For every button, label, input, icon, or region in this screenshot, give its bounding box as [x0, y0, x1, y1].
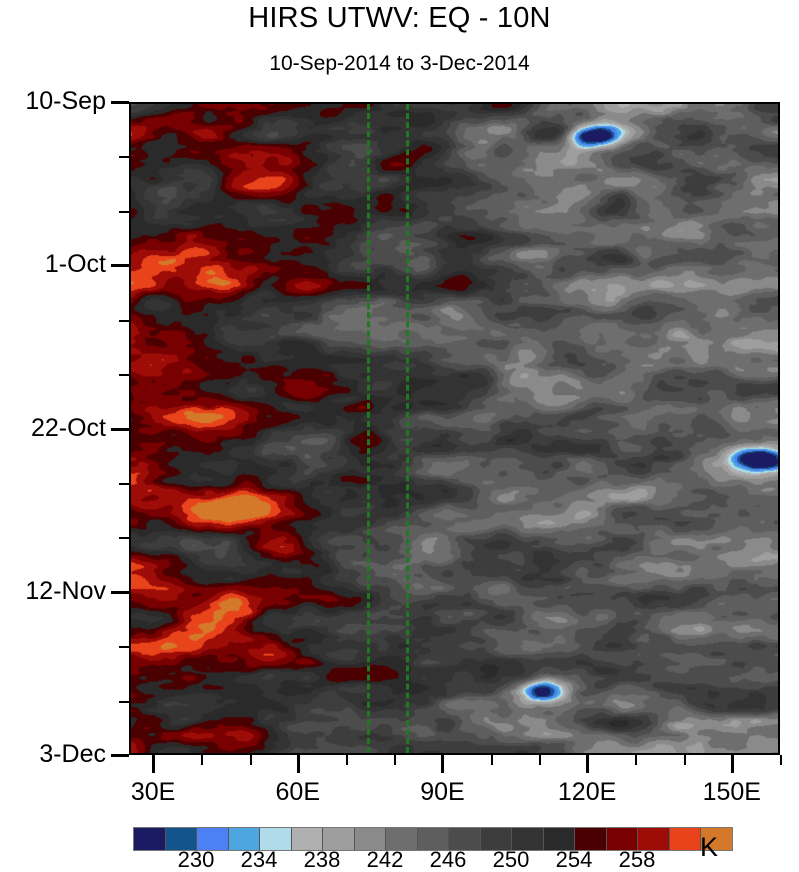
x-tick-major [296, 755, 300, 773]
colorbar-swatch [480, 828, 512, 850]
x-axis-label: 60E [275, 778, 320, 806]
y-tick-minor [119, 700, 129, 703]
colorbar-tick-label: 242 [366, 847, 404, 872]
y-tick-minor [119, 374, 129, 377]
y-tick-minor [119, 537, 129, 540]
x-tick-minor [683, 755, 686, 765]
colorbar-tick-label: 234 [240, 847, 278, 872]
x-axis-label: 150E [702, 778, 761, 806]
colorbar-swatch [165, 828, 197, 850]
x-tick-major [586, 755, 590, 773]
x-tick-major [441, 755, 445, 773]
colorbar-unit-label: K [700, 832, 719, 862]
page-title: HIRS UTWV: EQ - 10N [248, 2, 551, 34]
colorbar-tick-label: 238 [303, 847, 341, 872]
x-tick-minor [538, 755, 541, 765]
y-axis-label: 1-Oct [44, 250, 106, 279]
colorbar-swatch [701, 828, 732, 850]
y-tick-minor [119, 646, 129, 649]
colorbar-tick-label: 230 [177, 847, 215, 872]
y-tick-minor [119, 156, 129, 159]
page-subtitle: 10-Sep-2014 to 3-Dec-2014 [269, 52, 530, 75]
colorbar-swatch [228, 828, 260, 850]
colorbar-swatch [575, 828, 607, 850]
colorbar-swatch [386, 828, 418, 850]
x-tick-minor [201, 755, 204, 765]
x-axis-label: 120E [557, 778, 617, 806]
colorbar-swatch [669, 828, 701, 850]
x-tick-minor [346, 755, 348, 765]
colorbar-swatch [323, 828, 355, 850]
x-tick-major [730, 755, 734, 773]
x-tick-major [152, 755, 156, 773]
y-tick-major [111, 754, 129, 757]
colorbar-swatch [354, 828, 386, 850]
colorbar-swatch [134, 828, 166, 850]
colorbar-swatch [512, 828, 544, 850]
y-axis-label: 3-Dec [39, 740, 106, 768]
y-tick-major [111, 427, 129, 431]
x-tick-minor [780, 755, 782, 765]
colorbar-swatch [417, 828, 449, 850]
colorbar-tick-label: 250 [492, 847, 530, 872]
annotation-vline-1 [367, 104, 371, 753]
colorbar-tick-label: 258 [618, 847, 656, 872]
y-tick-major [111, 264, 129, 268]
colorbar-swatch [197, 828, 229, 850]
y-tick-major [111, 590, 129, 594]
colorbar-swatch [449, 828, 481, 850]
hovmoller-plot-area [129, 102, 780, 755]
x-tick-minor [635, 755, 638, 765]
y-axis-label: 22-Oct [30, 413, 106, 442]
colorbar-swatch [606, 828, 638, 850]
y-axis-label: 12-Nov [25, 576, 106, 605]
y-axis-label: 10-Sep [25, 87, 106, 115]
colorbar-tick-label: 246 [429, 847, 467, 872]
colorbar-swatch [638, 828, 670, 850]
y-tick-minor [119, 482, 129, 485]
x-tick-minor [490, 755, 493, 765]
y-tick-minor [119, 210, 129, 213]
x-tick-minor [249, 755, 252, 765]
y-tick-minor [119, 319, 129, 322]
colorbar-swatch [291, 828, 323, 850]
colorbar-swatch [260, 828, 292, 850]
annotation-vline-2 [405, 104, 409, 753]
x-axis-label: 30E [130, 778, 176, 806]
colorbar-tick-label: 254 [555, 847, 593, 872]
contour-field [131, 104, 778, 753]
colorbar-swatch [543, 828, 575, 850]
x-tick-minor [394, 755, 397, 765]
colorbar [133, 827, 733, 851]
x-axis-label: 90E [420, 778, 465, 806]
y-tick-major [111, 101, 129, 104]
